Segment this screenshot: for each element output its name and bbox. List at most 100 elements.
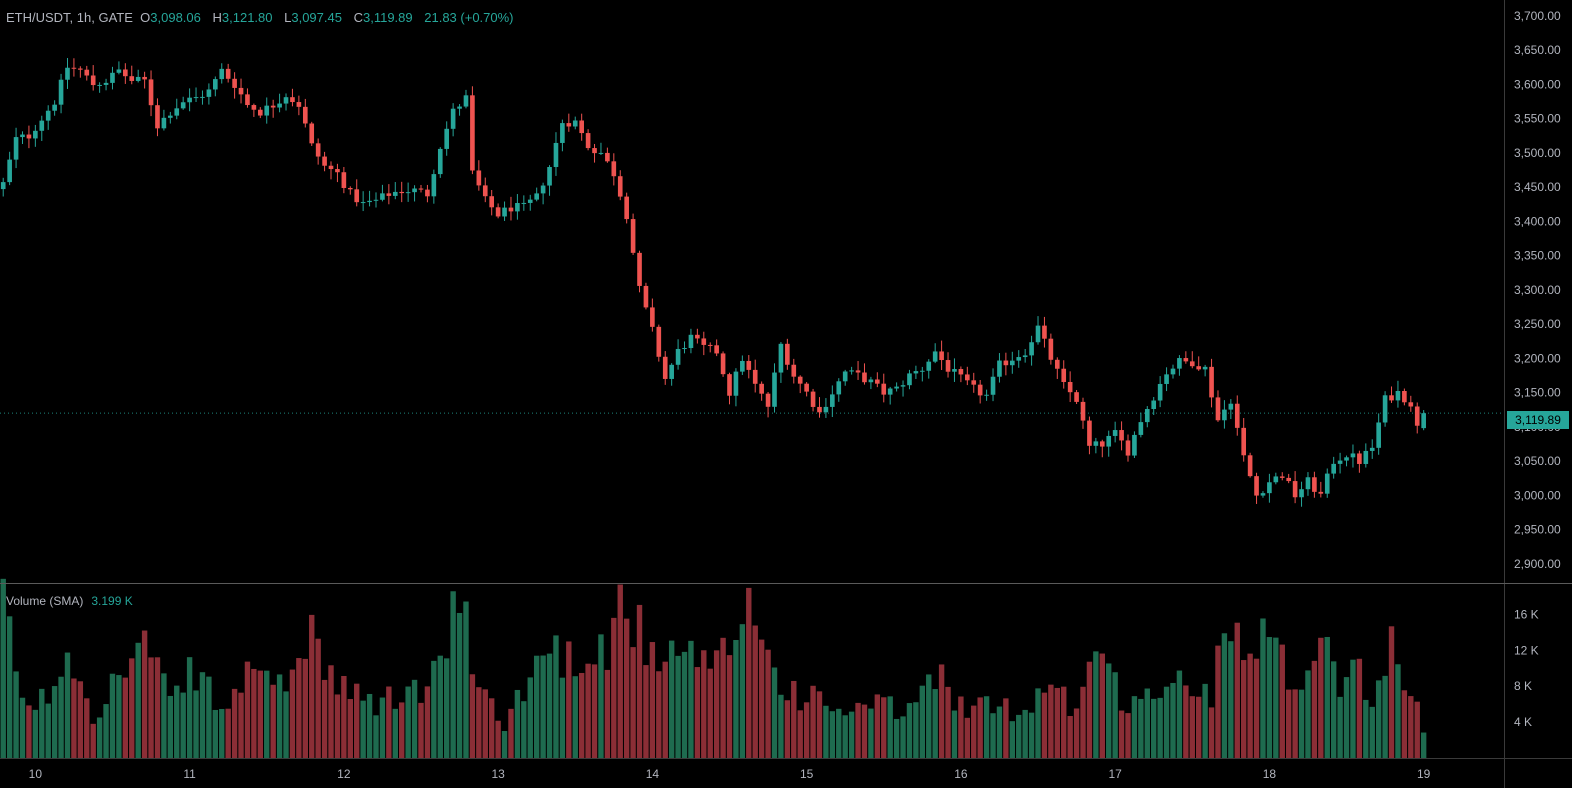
candle-body bbox=[939, 351, 944, 361]
price-tick-label: 3,400.00 bbox=[1514, 214, 1561, 228]
candle-body bbox=[1414, 406, 1420, 426]
candle-body bbox=[476, 170, 482, 186]
volume-bar bbox=[109, 673, 116, 758]
candle-body bbox=[412, 188, 417, 193]
volume-bar bbox=[900, 716, 906, 758]
candle-body bbox=[84, 69, 90, 76]
candle-body bbox=[605, 152, 610, 162]
candle-body bbox=[26, 134, 32, 139]
volume-bar bbox=[309, 614, 315, 758]
candle-body bbox=[354, 189, 360, 203]
candle-body bbox=[322, 156, 327, 166]
candle-body bbox=[701, 338, 707, 345]
candle-body bbox=[624, 196, 629, 220]
volume-bar bbox=[1318, 637, 1324, 758]
candle-body bbox=[347, 187, 353, 190]
volume-bar bbox=[848, 711, 855, 758]
candle-body bbox=[58, 79, 64, 105]
candle-body bbox=[682, 348, 687, 350]
close-value: 3,119.89 bbox=[362, 10, 413, 25]
low-label: L bbox=[284, 10, 292, 25]
candle-body bbox=[174, 108, 180, 116]
candle-body bbox=[1324, 473, 1330, 494]
volume-bar bbox=[971, 705, 977, 758]
open-label: O bbox=[140, 10, 151, 25]
candle-body bbox=[1376, 422, 1381, 448]
high-value: 3,121.80 bbox=[221, 10, 273, 25]
candle-body bbox=[958, 369, 964, 375]
volume-bar bbox=[553, 635, 559, 758]
volume-bar bbox=[784, 700, 791, 758]
time-tick-label: 10 bbox=[29, 767, 43, 781]
volume-bar bbox=[1285, 689, 1292, 758]
volume-bar bbox=[707, 668, 713, 758]
volume-bar bbox=[540, 655, 546, 758]
candle-body bbox=[251, 105, 257, 110]
volume-bar bbox=[887, 696, 893, 758]
volume-bar bbox=[103, 704, 109, 758]
candle-body bbox=[830, 394, 835, 407]
volume-bar bbox=[623, 618, 630, 758]
volume-bar bbox=[418, 702, 424, 758]
time-tick-label: 16 bbox=[954, 767, 968, 781]
candle-body bbox=[849, 370, 854, 372]
volume-bar bbox=[1375, 680, 1382, 758]
volume-bar bbox=[823, 705, 829, 758]
volume-bar bbox=[1003, 698, 1009, 758]
candle-body bbox=[1209, 366, 1214, 398]
candle-body bbox=[515, 203, 520, 212]
volume-bar bbox=[1408, 696, 1414, 758]
volume-bar bbox=[411, 679, 418, 758]
candle-body bbox=[688, 334, 694, 349]
candle-body bbox=[290, 97, 295, 103]
candle-body bbox=[392, 191, 398, 196]
volume-bar bbox=[1106, 663, 1112, 758]
volume-bar bbox=[1311, 660, 1318, 758]
volume-bar bbox=[1009, 721, 1016, 758]
volume-bar bbox=[1061, 686, 1067, 758]
candle-body bbox=[110, 72, 115, 83]
volume-legend[interactable]: Volume (SMA) 3.199 K bbox=[6, 594, 133, 608]
candle-body bbox=[1132, 434, 1137, 456]
candle-body bbox=[90, 75, 96, 86]
volume-bar bbox=[379, 697, 386, 758]
candle-body bbox=[1369, 447, 1375, 451]
candle-body bbox=[1048, 338, 1054, 360]
price-tick-label: 3,250.00 bbox=[1514, 317, 1561, 331]
price-tick-label: 3,700.00 bbox=[1514, 9, 1561, 23]
candle-body bbox=[527, 199, 533, 203]
volume-bar bbox=[341, 675, 347, 758]
candle-body bbox=[283, 97, 289, 104]
volume-bar bbox=[746, 587, 752, 758]
candle-body bbox=[592, 148, 597, 154]
volume-bar bbox=[1080, 686, 1086, 758]
volume-bar bbox=[6, 616, 13, 758]
candle-body bbox=[1350, 453, 1356, 458]
candle-body bbox=[1099, 441, 1105, 447]
symbol-label[interactable]: ETH/USDT, 1h, GATE bbox=[6, 10, 133, 25]
high-label: H bbox=[212, 10, 222, 25]
volume-bar bbox=[836, 708, 842, 758]
candle-body bbox=[315, 143, 321, 157]
volume-bar bbox=[990, 713, 996, 758]
time-tick-label: 14 bbox=[646, 767, 660, 781]
volume-bar bbox=[1273, 637, 1279, 758]
volume-bar bbox=[1382, 675, 1388, 758]
price-tick-label: 3,200.00 bbox=[1514, 351, 1561, 365]
volume-bar bbox=[611, 617, 617, 758]
price-tick-label: 2,950.00 bbox=[1514, 523, 1561, 537]
price-tick-label: 3,300.00 bbox=[1514, 283, 1561, 297]
volume-bar bbox=[238, 692, 244, 758]
candle-body bbox=[1382, 395, 1388, 423]
volume-bar bbox=[559, 677, 566, 758]
volume-bar bbox=[861, 704, 868, 758]
volume-bar bbox=[945, 686, 951, 758]
volume-bar bbox=[668, 640, 675, 758]
volume-bar bbox=[1221, 633, 1228, 758]
candle-body bbox=[444, 128, 450, 149]
candle-body bbox=[489, 196, 495, 208]
candle-body bbox=[232, 78, 237, 88]
